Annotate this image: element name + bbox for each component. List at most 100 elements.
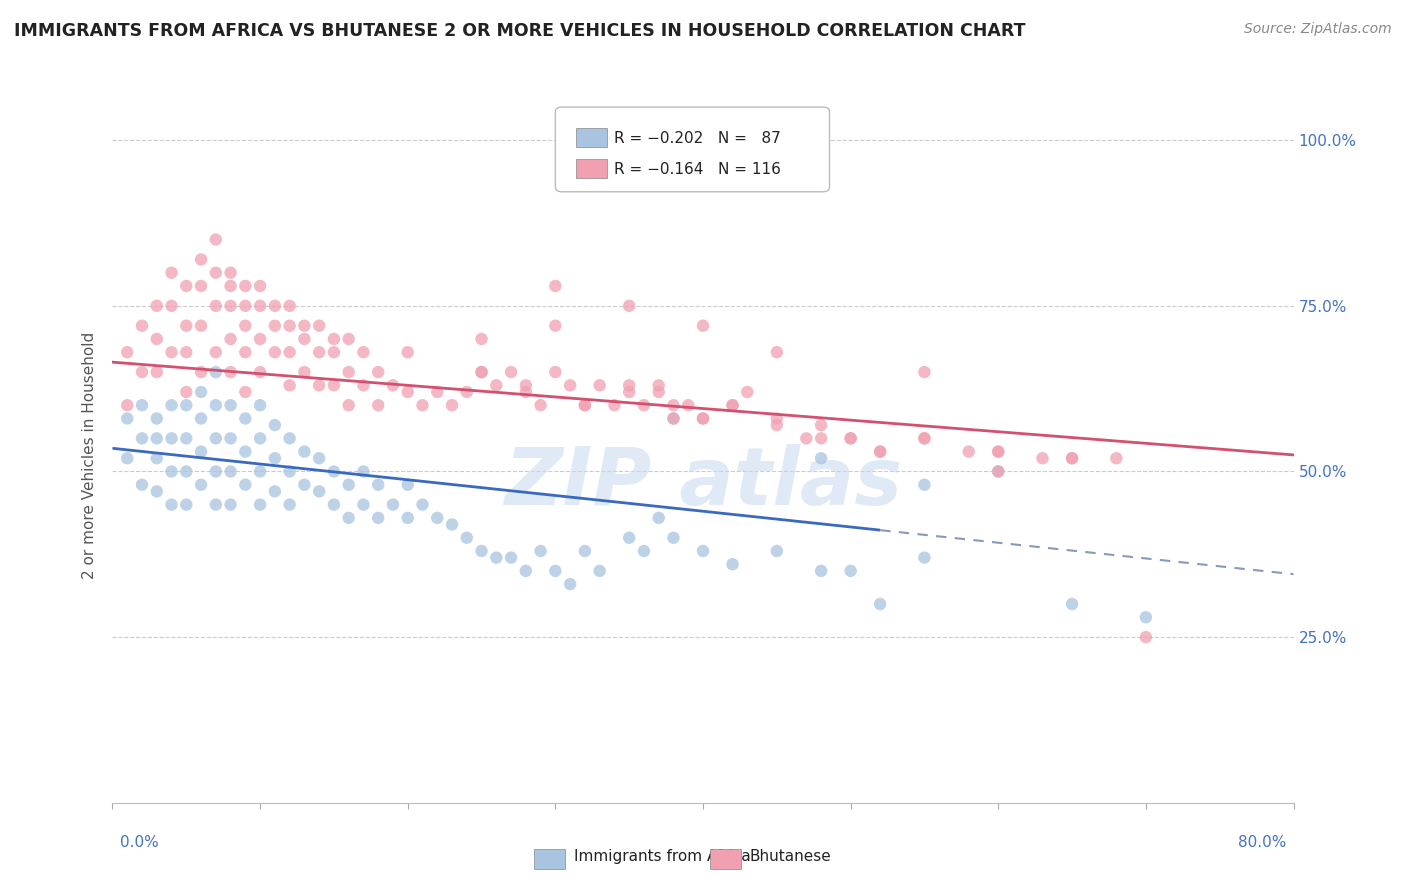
Point	[352, 498, 374, 512]
Point	[323, 498, 346, 512]
Point	[264, 484, 287, 499]
Point	[174, 465, 197, 479]
Point	[647, 511, 671, 525]
Point	[219, 398, 242, 412]
Text: Source: ZipAtlas.com: Source: ZipAtlas.com	[1244, 22, 1392, 37]
Point	[678, 398, 700, 412]
Point	[205, 233, 228, 247]
Point	[146, 299, 169, 313]
Point	[278, 465, 301, 479]
Point	[470, 365, 494, 379]
Point	[411, 398, 433, 412]
Point	[515, 384, 537, 399]
Point	[367, 477, 389, 491]
Point	[117, 451, 138, 466]
Point	[249, 279, 271, 293]
Point	[544, 318, 567, 333]
Point	[308, 378, 330, 392]
Point	[337, 332, 360, 346]
Y-axis label: 2 or more Vehicles in Household: 2 or more Vehicles in Household	[82, 331, 97, 579]
Point	[249, 498, 271, 512]
Point	[323, 345, 346, 359]
Point	[382, 498, 405, 512]
Point	[1062, 451, 1084, 466]
Point	[987, 444, 1010, 458]
Point	[205, 365, 228, 379]
Point	[647, 378, 671, 392]
Point	[249, 299, 271, 313]
Point	[219, 431, 242, 445]
Text: IMMIGRANTS FROM AFRICA VS BHUTANESE 2 OR MORE VEHICLES IN HOUSEHOLD CORRELATION : IMMIGRANTS FROM AFRICA VS BHUTANESE 2 OR…	[14, 22, 1025, 40]
Text: ZIP atlas: ZIP atlas	[503, 443, 903, 522]
Point	[205, 498, 228, 512]
Point	[396, 477, 419, 491]
Point	[1135, 630, 1157, 644]
Point	[574, 398, 596, 412]
Point	[456, 384, 478, 399]
Point	[914, 550, 936, 565]
Point	[574, 544, 596, 558]
Point	[692, 544, 714, 558]
Point	[544, 564, 567, 578]
Point	[131, 477, 153, 491]
Point	[249, 398, 271, 412]
Point	[692, 318, 714, 333]
Point	[426, 511, 449, 525]
Point	[987, 465, 1010, 479]
Point	[160, 431, 183, 445]
Point	[278, 318, 301, 333]
Point	[264, 451, 287, 466]
Point	[264, 318, 287, 333]
Point	[721, 558, 744, 572]
Point	[367, 398, 389, 412]
Point	[766, 544, 789, 558]
Point	[160, 266, 183, 280]
Point	[529, 544, 551, 558]
Point	[131, 318, 153, 333]
Point	[515, 378, 537, 392]
Point	[146, 451, 169, 466]
Point	[367, 511, 389, 525]
Point	[249, 465, 271, 479]
Point	[441, 517, 464, 532]
Point	[337, 398, 360, 412]
Point	[337, 477, 360, 491]
Point	[205, 299, 228, 313]
Point	[603, 398, 626, 412]
Point	[117, 345, 138, 359]
Point	[558, 378, 582, 392]
Point	[308, 345, 330, 359]
Point	[292, 318, 315, 333]
Point	[633, 398, 655, 412]
Point	[914, 365, 936, 379]
Point	[117, 411, 138, 425]
Point	[1032, 451, 1054, 466]
Point	[219, 465, 242, 479]
Point	[470, 332, 494, 346]
Point	[810, 451, 832, 466]
Point	[278, 498, 301, 512]
Point	[396, 345, 419, 359]
Point	[249, 332, 271, 346]
Point	[174, 398, 197, 412]
Point	[839, 564, 862, 578]
Point	[352, 345, 374, 359]
Point	[352, 378, 374, 392]
Point	[174, 279, 197, 293]
Point	[190, 318, 212, 333]
Point	[117, 398, 138, 412]
Point	[485, 378, 508, 392]
Point	[1062, 451, 1084, 466]
Point	[957, 444, 980, 458]
Point	[278, 431, 301, 445]
Point	[367, 365, 389, 379]
Point	[456, 531, 478, 545]
Point	[810, 564, 832, 578]
Point	[633, 544, 655, 558]
Point	[249, 365, 271, 379]
Point	[219, 266, 242, 280]
Point	[190, 477, 212, 491]
Point	[131, 365, 153, 379]
Point	[501, 365, 523, 379]
Point	[396, 511, 419, 525]
